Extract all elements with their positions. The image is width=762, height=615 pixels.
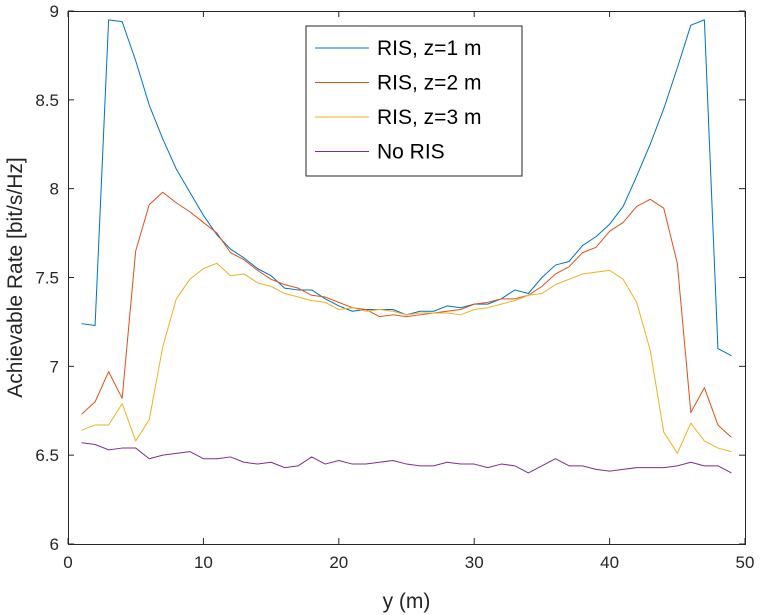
x-tick-label: 0 xyxy=(63,553,72,572)
y-tick-label: 7 xyxy=(50,357,59,376)
legend-entry: RIS, z=2 m xyxy=(377,72,481,95)
x-tick-label: 20 xyxy=(329,553,348,572)
legend-entry: RIS, z=1 m xyxy=(377,37,481,60)
x-tick-label: 40 xyxy=(600,553,619,572)
y-axis: 6 6.5 7 7.5 8 8.5 9 xyxy=(35,2,745,554)
series-line-3 xyxy=(81,262,732,454)
legend-entry: RIS, z=3 m xyxy=(377,106,481,129)
x-tick-label: 10 xyxy=(194,553,213,572)
legend-entry: No RIS xyxy=(377,141,445,164)
x-axis-label: y (m) xyxy=(383,590,431,613)
y-tick-label: 7.5 xyxy=(35,269,59,288)
series-layer xyxy=(81,19,732,474)
y-axis-label: Achievable Rate [bit/s/Hz] xyxy=(4,157,27,397)
y-tick-label: 6 xyxy=(50,535,59,554)
legend: RIS, z=1 m RIS, z=2 m RIS, z=3 m No RIS xyxy=(305,25,523,177)
y-tick-label: 9 xyxy=(50,2,59,21)
x-axis: 0 10 20 30 40 50 xyxy=(63,11,754,572)
y-tick-label: 8.5 xyxy=(35,91,59,110)
series-line-2 xyxy=(81,191,732,438)
x-tick-label: 30 xyxy=(465,553,484,572)
series-line-4 xyxy=(81,442,732,474)
x-tick-label: 50 xyxy=(736,553,755,572)
y-tick-label: 6.5 xyxy=(35,446,59,465)
y-tick-label: 8 xyxy=(50,180,59,199)
